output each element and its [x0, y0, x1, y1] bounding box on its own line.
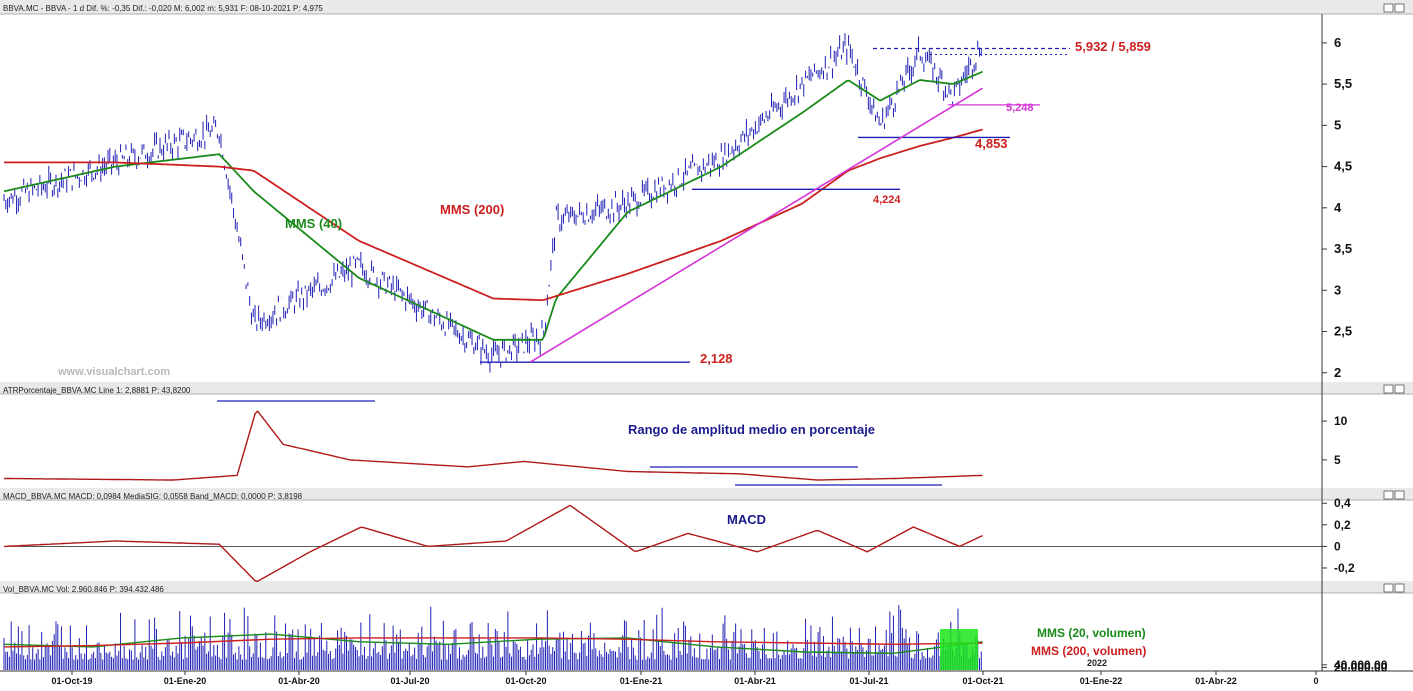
volume-panel-controls[interactable]	[1383, 583, 1405, 593]
vol-mms200-line	[3, 637, 983, 648]
vol-mms20-line	[3, 633, 983, 655]
macd-header: MACD_BBVA.MC MACD: 0,0984 MediaSIG: 0,05…	[3, 492, 303, 501]
atr-panel-controls[interactable]	[1383, 384, 1405, 394]
mms40-line	[3, 70, 983, 341]
minimize-icon[interactable]	[1383, 384, 1394, 394]
atr-line	[4, 410, 983, 481]
panel-frames	[0, 0, 1413, 672]
y-tick-label: 5	[1334, 117, 1341, 132]
label-mms200: MMS (200)	[440, 202, 504, 217]
x-tick-label: 01-Ene-22	[1080, 676, 1123, 686]
label-support-4224: 4,224	[873, 194, 901, 206]
y-tick-label: 0,4	[1334, 496, 1351, 510]
x-axis-ticks: 01-Oct-19 01-Ene-20 01-Abr-20 01-Jul-20 01-O…	[51, 671, 1319, 686]
minimize-icon[interactable]	[1383, 490, 1394, 500]
macd-line	[3, 504, 983, 583]
x-tick-label: 01-Abr-20	[278, 676, 320, 686]
close-icon[interactable]	[1394, 3, 1405, 13]
y-tick-label: 0,2	[1334, 518, 1351, 532]
macd-panel-controls[interactable]	[1383, 490, 1405, 500]
y-axis-ticks: 2 2,5 3 3,5 4 4,5 5 5,5 6 5 10 0,4 0,2 0 -0,2 20.000.00…	[1322, 35, 1388, 674]
label-mms40: MMS (40)	[285, 216, 342, 231]
year-marker: 2022	[1087, 658, 1107, 668]
price-bars	[3, 33, 982, 373]
y-tick-label: 4	[1334, 200, 1342, 215]
y-tick-label: 2	[1334, 365, 1341, 380]
close-icon[interactable]	[1394, 384, 1405, 394]
volume-highlight	[940, 629, 978, 670]
label-support-4853: 4,853	[975, 136, 1008, 151]
y-tick-label: -0,2	[1334, 561, 1355, 575]
y-tick-label: 5	[1334, 453, 1341, 467]
trendline	[530, 87, 983, 363]
label-support-5248: 5,248	[1006, 102, 1034, 114]
x-tick-label: 01-Jul-21	[849, 676, 888, 686]
macd-header-bar	[0, 488, 1413, 500]
y-tick-label: 4,5	[1334, 159, 1352, 174]
y-tick-label: 6	[1334, 35, 1341, 50]
macd-title: MACD	[727, 512, 766, 527]
series-lines	[3, 70, 983, 655]
legend-vol-mms20: MMS (20, volumen)	[1037, 626, 1146, 640]
minimize-icon[interactable]	[1383, 583, 1394, 593]
x-tick-label: 01-Abr-22	[1195, 676, 1237, 686]
legend-vol-mms200: MMS (200, volumen)	[1031, 644, 1146, 658]
x-tick-label: 01-Ene-21	[620, 676, 663, 686]
close-icon[interactable]	[1394, 490, 1405, 500]
y-tick-label: 0	[1334, 539, 1341, 553]
atr-header-bar	[0, 382, 1413, 394]
price-header-bar	[0, 0, 1413, 14]
label-support-2128: 2,128	[700, 351, 733, 366]
y-tick-label: 10	[1334, 414, 1348, 428]
x-tick-label: 0	[1313, 676, 1318, 686]
volume-header-bar	[0, 581, 1413, 593]
x-tick-label: 01-Oct-21	[962, 676, 1003, 686]
atr-header: ATRPorcentaje_BBVA.MC Line 1: 2,8881 P: …	[3, 386, 191, 395]
volume-header: Vol_BBVA.MC Vol: 2.960.846 P: 394.432.48…	[3, 585, 164, 594]
close-icon[interactable]	[1394, 583, 1405, 593]
mms200-line	[4, 128, 983, 301]
x-tick-label: 01-Ene-20	[164, 676, 207, 686]
y-tick-label: 20.000.00	[1334, 660, 1388, 674]
atr-title: Rango de amplitud medio en porcentaje	[628, 422, 875, 437]
overlays	[217, 47, 1070, 670]
y-tick-label: 3,5	[1334, 241, 1352, 256]
y-tick-label: 3	[1334, 282, 1341, 297]
label-resistance: 5,932 / 5,859	[1075, 39, 1151, 54]
y-tick-label: 2,5	[1334, 324, 1352, 339]
watermark: www.visualchart.com	[57, 366, 170, 378]
y-tick-label: 5,5	[1334, 76, 1352, 91]
x-tick-label: 01-Oct-20	[505, 676, 546, 686]
x-tick-label: 01-Abr-21	[734, 676, 776, 686]
y-tick-label: 40.000.00	[1334, 658, 1388, 672]
price-panel-controls[interactable]	[1383, 3, 1405, 13]
minimize-icon[interactable]	[1383, 3, 1394, 13]
price-header: BBVA.MC - BBVA - 1 d Dif. %: -0,35 Dif.:…	[3, 4, 323, 13]
x-tick-label: 01-Oct-19	[51, 676, 92, 686]
x-tick-label: 01-Jul-20	[390, 676, 429, 686]
